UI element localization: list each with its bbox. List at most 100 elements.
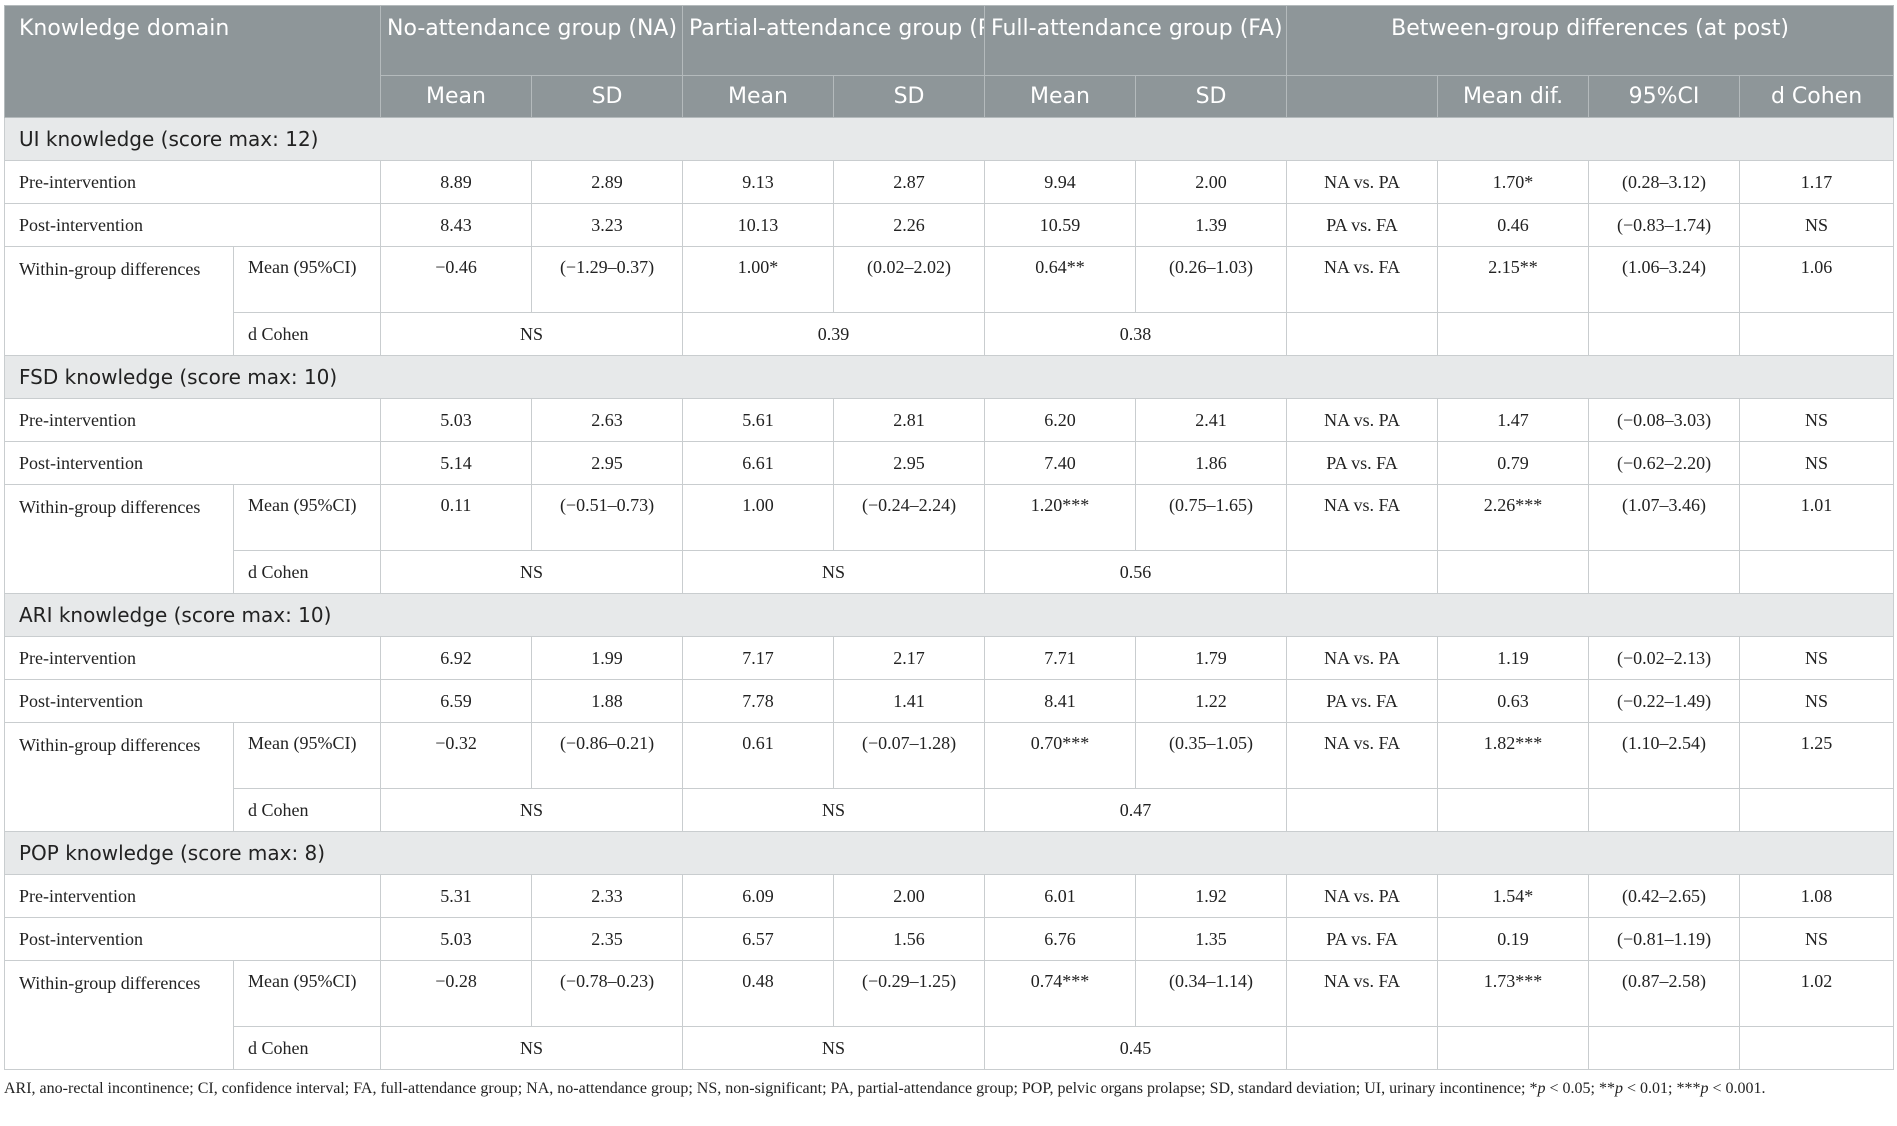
row-label: Within-group differences	[4, 246, 234, 356]
header-cell: Knowledge domain	[3, 5, 382, 118]
subheader-blank	[1286, 75, 1439, 118]
d-cohen-row: d Cohen NS NS 0.56	[5, 550, 1895, 594]
value-cell: 7.17	[682, 636, 835, 680]
section-row: FSD knowledge (score max: 10)	[3, 355, 1895, 399]
results-table: Knowledge domain No-attendance group (NA)…	[3, 5, 1895, 1070]
value-cell: 0.74***	[984, 960, 1137, 1027]
between-cell: PA vs. FA	[1286, 203, 1439, 247]
value-cell: 6.57	[682, 917, 835, 961]
d-cohen-cell: NS	[380, 312, 684, 356]
row-label: Pre-intervention	[3, 636, 382, 680]
between-cell: (1.07–3.46)	[1588, 484, 1741, 551]
value-cell: (0.26–1.03)	[1135, 246, 1288, 313]
value-cell: 10.59	[984, 203, 1137, 247]
value-cell: (−0.29–1.25)	[833, 960, 986, 1027]
value-cell: 1.92	[1135, 874, 1288, 918]
value-cell: 5.03	[380, 398, 533, 442]
row-label: Pre-intervention	[3, 160, 382, 204]
between-cell: 1.19	[1437, 636, 1590, 680]
group-header: Full-attendance group (FA) (n = 70)	[984, 5, 1288, 76]
value-cell: 2.00	[1135, 160, 1288, 204]
sub-label: Mean (95%CI)	[232, 246, 382, 313]
d-cohen-row: d Cohen NS NS 0.47	[5, 788, 1895, 832]
subheader: 95%CI	[1588, 75, 1741, 118]
value-cell: 1.22	[1135, 679, 1288, 723]
value-cell: −0.32	[380, 722, 533, 789]
subheader: Mean	[380, 75, 533, 118]
value-cell: 6.20	[984, 398, 1137, 442]
between-cell: (−0.22–1.49)	[1588, 679, 1741, 723]
between-cell: 1.08	[1739, 874, 1895, 918]
value-cell: (−0.07–1.28)	[833, 722, 986, 789]
value-cell: 9.94	[984, 160, 1137, 204]
value-cell: 1.86	[1135, 441, 1288, 485]
section-title: FSD knowledge (score max: 10)	[3, 355, 1895, 399]
value-cell: 6.61	[682, 441, 835, 485]
value-cell: 0.61	[682, 722, 835, 789]
table-container: Knowledge domain No-attendance group (NA)…	[3, 5, 1895, 1070]
row-label: Post-intervention	[3, 679, 382, 723]
value-cell: 2.87	[833, 160, 986, 204]
value-cell: (−0.86–0.21)	[531, 722, 684, 789]
value-cell: 1.56	[833, 917, 986, 961]
row-label: Within-group differences	[4, 484, 234, 594]
value-cell: 8.89	[380, 160, 533, 204]
between-cell: NA vs. FA	[1286, 484, 1439, 551]
value-cell: 1.00	[682, 484, 835, 551]
data-row: Pre-intervention 6.92 1.99 7.17 2.17 7.71 1.79…	[3, 636, 1895, 680]
subheader: SD	[833, 75, 986, 118]
sub-label: Mean (95%CI)	[232, 960, 382, 1027]
group-header-part: Full-attendance group (FA) (	[991, 16, 1287, 41]
blank-cell	[1437, 550, 1590, 594]
footnote-part: p	[1614, 1080, 1623, 1097]
between-cell: NA vs. FA	[1286, 960, 1439, 1027]
subheader: d Cohen	[1739, 75, 1895, 118]
blank-cell	[1286, 1026, 1439, 1070]
value-cell: (−0.78–0.23)	[531, 960, 684, 1027]
value-cell: 2.35	[531, 917, 684, 961]
between-cell: 1.01	[1739, 484, 1895, 551]
d-cohen-cell: NS	[682, 788, 986, 832]
value-cell: 5.31	[380, 874, 533, 918]
blank-cell	[1739, 1026, 1895, 1070]
between-cell: 1.02	[1739, 960, 1895, 1027]
value-cell: 2.95	[833, 441, 986, 485]
value-cell: 1.00*	[682, 246, 835, 313]
between-cell: (−0.08–3.03)	[1588, 398, 1741, 442]
between-cell: 1.06	[1739, 246, 1895, 313]
value-cell: 2.41	[1135, 398, 1288, 442]
value-cell: 6.76	[984, 917, 1137, 961]
section-title: POP knowledge (score max: 8)	[3, 831, 1895, 875]
data-row: Post-intervention 8.43 3.23 10.13 2.26 10.59 1…	[3, 203, 1895, 247]
between-cell: 1.47	[1437, 398, 1590, 442]
data-row: Post-intervention 5.03 2.35 6.57 1.56 6.76 1.3…	[3, 917, 1895, 961]
blank-cell	[1286, 550, 1439, 594]
within-row: Within-group differences Mean (95%CI) −0.3…	[4, 722, 1895, 832]
row-label: Post-intervention	[3, 203, 382, 247]
footnote-part: p	[1700, 1080, 1709, 1097]
blank-cell	[1588, 1026, 1741, 1070]
between-cell: NS	[1739, 203, 1895, 247]
sub-label: Mean (95%CI)	[232, 722, 382, 789]
between-cell: 0.46	[1437, 203, 1590, 247]
value-cell: 2.89	[531, 160, 684, 204]
between-cell: NS	[1739, 441, 1895, 485]
sub-label: d Cohen	[232, 550, 382, 594]
between-cell: (−0.83–1.74)	[1588, 203, 1741, 247]
between-cell: 1.54*	[1437, 874, 1590, 918]
within-row: Within-group differences Mean (95%CI) 0.11…	[4, 484, 1895, 594]
blank-cell	[1588, 788, 1741, 832]
value-cell: 6.01	[984, 874, 1137, 918]
d-cohen-cell: NS	[380, 1026, 684, 1070]
value-cell: 5.03	[380, 917, 533, 961]
between-cell: NA vs. FA	[1286, 722, 1439, 789]
within-row: Within-group differences Mean (95%CI) −0.2…	[4, 960, 1895, 1070]
blank-cell	[1437, 312, 1590, 356]
value-cell: 8.41	[984, 679, 1137, 723]
between-cell: (0.28–3.12)	[1588, 160, 1741, 204]
value-cell: 0.70***	[984, 722, 1137, 789]
d-cohen-cell: NS	[682, 550, 986, 594]
value-cell: (0.34–1.14)	[1135, 960, 1288, 1027]
between-cell: NS	[1739, 636, 1895, 680]
